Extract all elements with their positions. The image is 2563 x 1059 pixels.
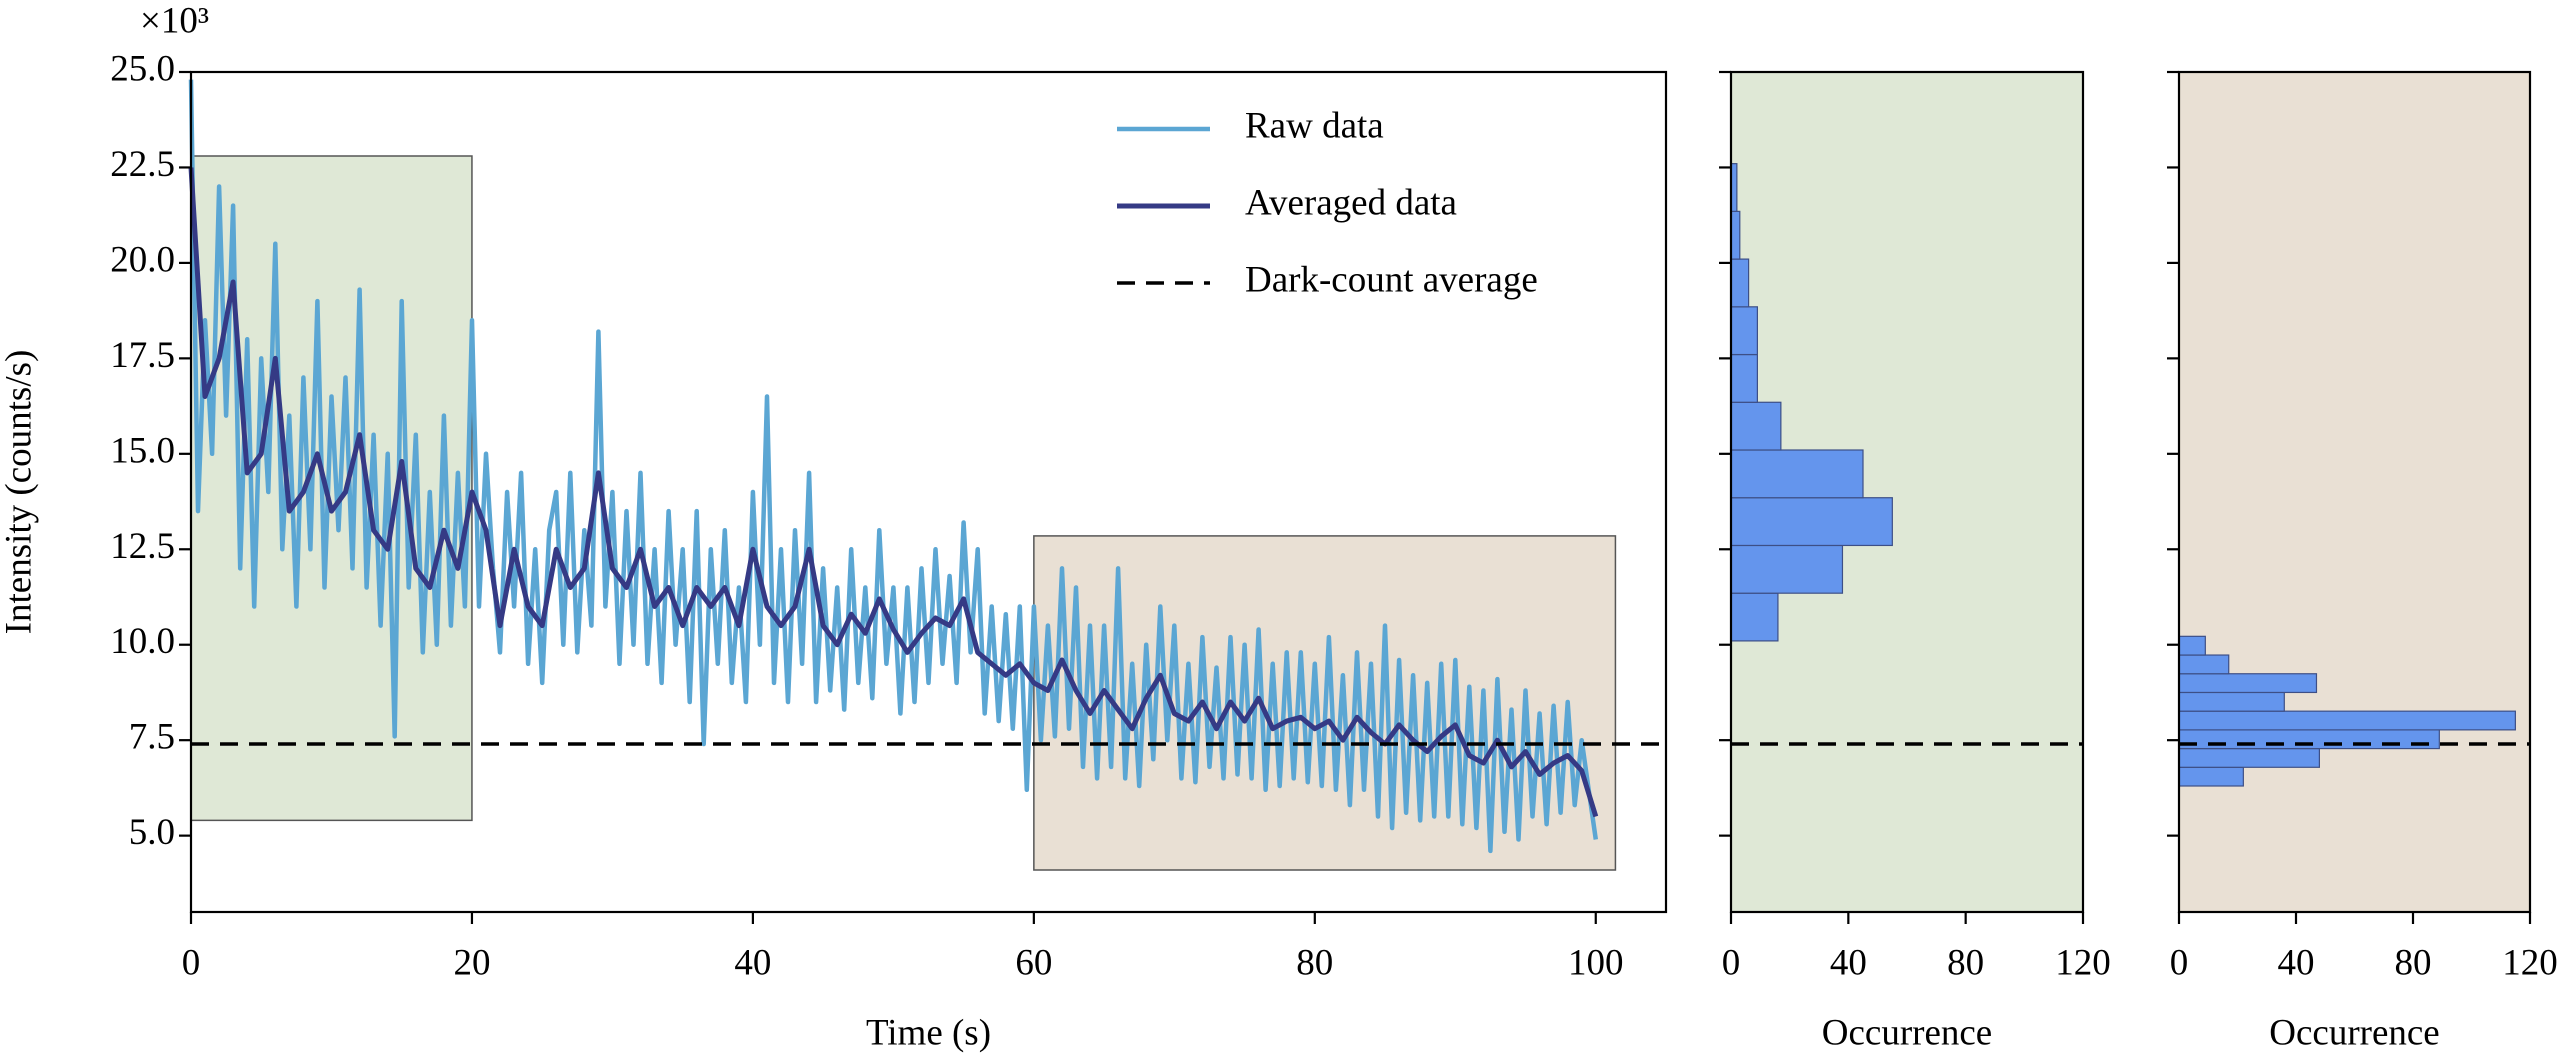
- x-tick-label: 40: [734, 942, 771, 983]
- axis-multiplier: ×10³: [140, 0, 209, 41]
- histogram-bar: [2178, 766, 2244, 787]
- y-tick-label: 25.0: [110, 48, 175, 89]
- y-tick-label: 12.5: [110, 526, 175, 567]
- y-tick-label: 17.5: [110, 335, 175, 376]
- histogram-bar: [1730, 258, 1750, 308]
- legend-label: Raw data: [1245, 105, 1384, 146]
- x-tick-label: 120: [2055, 942, 2111, 983]
- histogram-bar: [2178, 673, 2318, 694]
- y-tick-label: 7.5: [129, 717, 175, 758]
- y-tick-label: 22.5: [110, 144, 175, 185]
- histogram-bar: [1730, 449, 1864, 499]
- histogram-bar: [1730, 592, 1779, 642]
- data-line: [188, 167, 1599, 818]
- x-tick-label: 0: [1722, 942, 1741, 983]
- x-tick-label: 120: [2502, 942, 2558, 983]
- histogram-bar: [1730, 497, 1893, 547]
- x-tick-label: 0: [2170, 942, 2189, 983]
- x-axis-label: Occurrence: [1822, 1012, 1992, 1053]
- y-tick-label: 20.0: [110, 239, 175, 280]
- legend-label: Dark-count average: [1245, 259, 1538, 300]
- plot-frame: [1729, 70, 2085, 914]
- x-axis-label: Time (s): [866, 1012, 991, 1053]
- x-tick-label: 80: [1947, 942, 1984, 983]
- y-axis-label: Intensity (counts/s): [0, 350, 39, 635]
- x-tick-label: 40: [2278, 942, 2315, 983]
- histogram-bar: [2178, 691, 2285, 712]
- x-tick-label: 20: [453, 942, 490, 983]
- y-tick-label: 5.0: [129, 812, 175, 853]
- x-tick-label: 80: [1296, 942, 1333, 983]
- x-tick-label: 100: [1568, 942, 1624, 983]
- histogram-bar: [2178, 710, 2516, 731]
- legend-label: Averaged data: [1245, 182, 1457, 223]
- histogram-bar: [1730, 353, 1758, 403]
- histogram-bar: [2178, 635, 2206, 656]
- x-tick-label: 60: [1015, 942, 1052, 983]
- x-axis-label: Occurrence: [2269, 1012, 2439, 1053]
- histogram-bar: [2178, 729, 2440, 750]
- plot-frame: [189, 70, 1668, 914]
- histogram-bar: [2178, 747, 2320, 768]
- y-tick-label: 10.0: [110, 621, 175, 662]
- x-tick-label: 40: [1830, 942, 1867, 983]
- y-tick-label: 15.0: [110, 430, 175, 471]
- x-tick-label: 0: [182, 942, 201, 983]
- histogram-bar: [1730, 544, 1844, 594]
- x-tick-label: 80: [2395, 942, 2432, 983]
- histogram-bar: [1730, 210, 1741, 260]
- histogram-bar: [1730, 401, 1782, 451]
- histogram-bar: [1730, 306, 1758, 356]
- histogram-bar: [2178, 654, 2230, 675]
- plot-frame: [2177, 70, 2532, 914]
